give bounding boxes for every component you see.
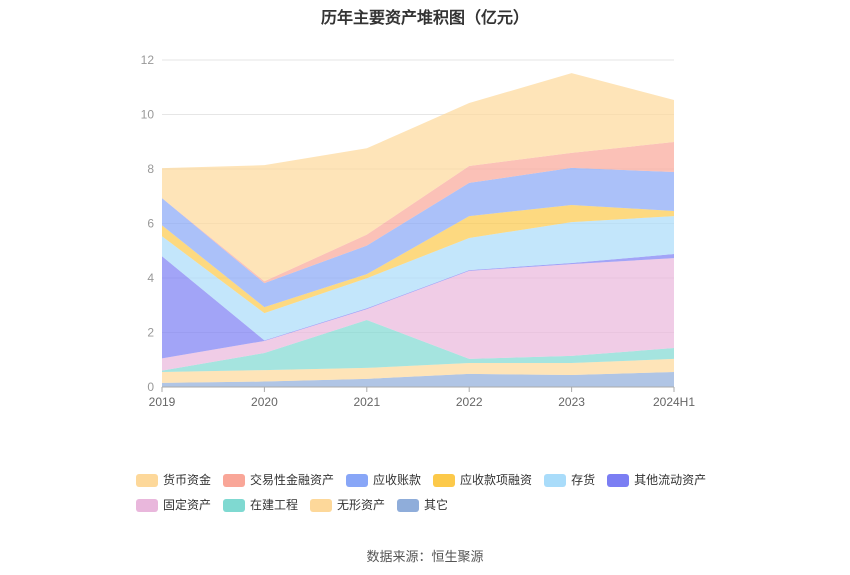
legend-item[interactable]: 交易性金融资产 <box>223 473 334 487</box>
legend-swatch <box>223 473 246 487</box>
series-area-2 <box>162 167 674 308</box>
y-tick-label: 8 <box>147 162 154 176</box>
y-tick-label: 6 <box>147 217 154 231</box>
series-area-9 <box>162 372 674 387</box>
x-tick-label: 2021 <box>353 395 380 409</box>
legend-label: 无形资产 <box>337 498 386 512</box>
legend-item[interactable]: 应收账款 <box>346 473 421 487</box>
series-area-4 <box>162 216 674 341</box>
legend-item[interactable]: 存货 <box>544 473 595 487</box>
legend-swatch <box>544 473 567 487</box>
y-tick-label: 4 <box>147 271 154 285</box>
series-area-0 <box>162 73 674 282</box>
legend-item[interactable]: 货币资金 <box>136 473 211 487</box>
x-tick-label: 2024H1 <box>653 395 695 409</box>
legend-swatch <box>346 473 369 487</box>
x-axis: 2019 2020 2021 2022 2023 2024H1 <box>149 386 695 409</box>
series-area-1 <box>162 142 674 284</box>
legend-item[interactable]: 其它 <box>397 498 448 512</box>
legend-label: 货币资金 <box>163 473 212 487</box>
legend-item[interactable]: 无形资产 <box>310 498 385 512</box>
series-area-3 <box>162 204 674 314</box>
y-tick-label: 10 <box>141 108 155 122</box>
y-tick-label: 2 <box>147 326 154 340</box>
legend-swatch <box>223 498 246 512</box>
legend-label: 其它 <box>424 498 449 512</box>
x-tick-label: 2019 <box>149 395 176 409</box>
chart-title: 历年主要资产堆积图（亿元） <box>320 10 529 27</box>
series-areas <box>162 73 674 387</box>
legend-swatch <box>136 498 158 512</box>
y-tick-label: 0 <box>147 380 154 394</box>
legend-swatch <box>397 498 420 512</box>
series-area-5 <box>162 254 674 359</box>
legend-label: 应收账款 <box>373 473 422 487</box>
legend-label: 存货 <box>571 473 596 487</box>
legend-label: 其他流动资产 <box>634 473 707 487</box>
y-axis: 0 2 4 6 8 10 12 <box>141 53 155 394</box>
x-tick-label: 2020 <box>251 395 278 409</box>
legend-label: 在建工程 <box>250 498 299 512</box>
legend-item[interactable]: 其他流动资产 <box>607 473 706 487</box>
legend-item[interactable]: 应收款项融资 <box>433 473 532 487</box>
legend-swatch <box>310 498 333 512</box>
x-tick-label: 2022 <box>456 395 483 409</box>
legend-swatch <box>136 473 158 487</box>
legend-label: 交易性金融资产 <box>250 473 335 487</box>
series-area-6 <box>162 258 674 371</box>
series-area-7 <box>162 319 674 373</box>
y-tick-label: 12 <box>141 53 155 67</box>
data-source-note: 数据来源：恒生聚源 <box>366 549 484 564</box>
chart-legend: 货币资金 交易性金融资产 应收账款 应收款项融资 存货 其他流动资产固定资产 在建工程 无形资… <box>136 473 736 512</box>
legend-swatch <box>433 473 456 487</box>
series-area-8 <box>162 358 674 383</box>
legend-label: 固定资产 <box>163 498 212 512</box>
legend-swatch <box>607 473 630 487</box>
legend-label: 应收款项融资 <box>460 473 533 487</box>
legend-item[interactable]: 在建工程 <box>223 498 298 512</box>
x-tick-label: 2023 <box>558 395 585 409</box>
legend-item[interactable]: 固定资产 <box>136 498 211 512</box>
